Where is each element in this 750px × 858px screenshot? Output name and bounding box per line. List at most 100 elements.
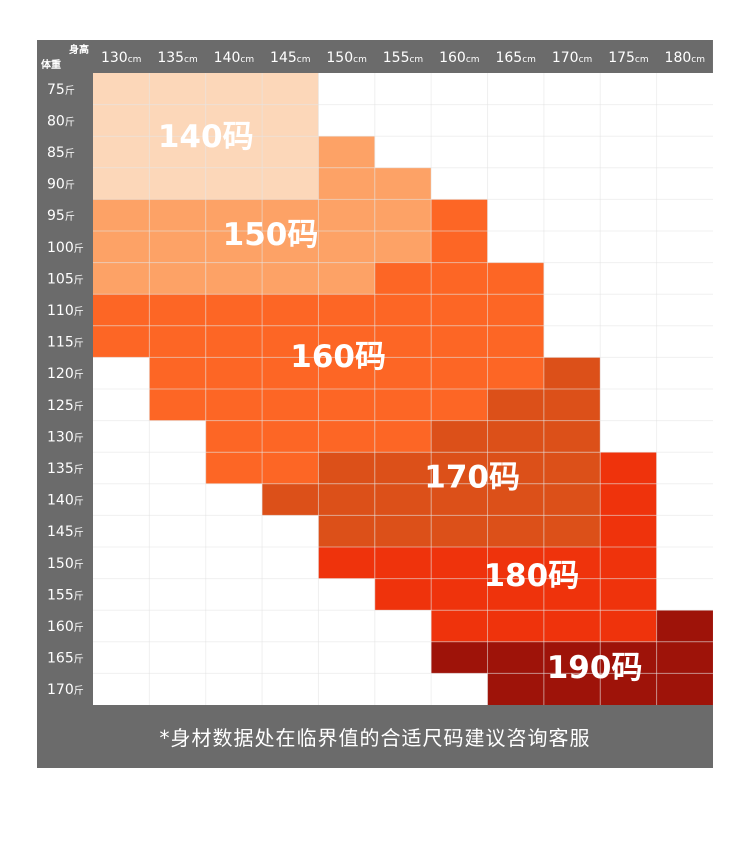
- size-region-label: 150码: [223, 217, 319, 253]
- empty-cell: [93, 357, 150, 389]
- empty-cell: [656, 136, 713, 168]
- row-tick-label: 145斤: [47, 524, 84, 540]
- empty-cell: [205, 673, 263, 705]
- size-cell: [205, 73, 263, 105]
- empty-cell: [374, 673, 432, 705]
- size-cell: [205, 452, 263, 484]
- size-cell: [262, 136, 319, 168]
- size-cell: [93, 325, 150, 358]
- size-cell: [487, 294, 544, 326]
- row-tick-label: 80斤: [47, 113, 75, 129]
- size-cell: [318, 483, 375, 516]
- size-cell: [487, 515, 544, 547]
- row-tick-label: 155斤: [47, 587, 84, 603]
- empty-cell: [262, 515, 319, 547]
- size-cell: [374, 547, 432, 579]
- size-cell: [431, 357, 488, 389]
- empty-cell: [149, 452, 206, 484]
- row-tick-label: 120斤: [47, 366, 84, 382]
- row-unit: 斤: [65, 180, 75, 192]
- empty-cell: [656, 199, 713, 231]
- size-cell: [543, 578, 601, 611]
- column-unit: cm: [409, 55, 423, 65]
- empty-cell: [93, 578, 150, 611]
- empty-cell: [262, 610, 319, 642]
- size-cell: [431, 199, 488, 231]
- size-cell: [149, 294, 206, 326]
- size-cell: [262, 389, 319, 421]
- empty-cell: [543, 167, 601, 200]
- size-cell: [487, 483, 544, 516]
- size-cell: [205, 420, 263, 453]
- empty-cell: [374, 73, 432, 105]
- size-cell: [600, 610, 657, 642]
- column-unit: cm: [297, 55, 311, 65]
- row-unit: 斤: [74, 274, 84, 286]
- size-cell: [431, 262, 488, 295]
- size-cell: [374, 357, 432, 389]
- empty-cell: [374, 136, 432, 168]
- empty-cell: [600, 420, 657, 453]
- empty-cell: [374, 610, 432, 642]
- size-cell: [600, 452, 657, 484]
- row-tick-label: 170斤: [47, 682, 84, 698]
- row-unit: 斤: [65, 148, 75, 160]
- size-cell: [431, 231, 488, 263]
- size-cell: [543, 610, 601, 642]
- size-region-label: 160码: [290, 339, 386, 375]
- empty-cell: [656, 578, 713, 611]
- empty-cell: [149, 641, 206, 674]
- size-cell: [93, 294, 150, 326]
- size-cell: [93, 167, 150, 200]
- size-cell: [487, 262, 544, 295]
- empty-cell: [600, 294, 657, 326]
- empty-cell: [487, 104, 544, 137]
- empty-cell: [149, 610, 206, 642]
- column-header-bar: [37, 40, 713, 73]
- size-cell: [656, 641, 713, 674]
- column-unit: cm: [128, 55, 142, 65]
- empty-cell: [600, 199, 657, 231]
- empty-cell: [149, 420, 206, 453]
- size-cell: [431, 641, 488, 674]
- size-cell: [149, 262, 206, 295]
- empty-cell: [93, 452, 150, 484]
- size-cell: [149, 231, 206, 263]
- size-cell: [93, 231, 150, 263]
- size-cell: [374, 483, 432, 516]
- size-cell: [262, 167, 319, 200]
- empty-cell: [205, 547, 263, 579]
- empty-cell: [374, 641, 432, 674]
- empty-cell: [543, 294, 601, 326]
- size-cell: [93, 199, 150, 231]
- empty-cell: [93, 547, 150, 579]
- size-cell: [431, 547, 488, 579]
- empty-cell: [93, 673, 150, 705]
- empty-cell: [93, 610, 150, 642]
- row-unit: 斤: [74, 685, 84, 697]
- size-cell: [149, 325, 206, 358]
- empty-cell: [543, 231, 601, 263]
- row-unit: 斤: [65, 85, 75, 97]
- size-cell: [543, 357, 601, 389]
- row-unit: 斤: [74, 496, 84, 508]
- size-cell: [205, 357, 263, 389]
- empty-cell: [656, 167, 713, 200]
- empty-cell: [656, 262, 713, 295]
- size-cell: [656, 673, 713, 705]
- empty-cell: [93, 420, 150, 453]
- size-cell: [318, 199, 375, 231]
- size-cell: [487, 673, 544, 705]
- size-cell: [600, 547, 657, 579]
- empty-cell: [656, 452, 713, 484]
- empty-cell: [318, 673, 375, 705]
- row-unit: 斤: [74, 306, 84, 318]
- row-tick-label: 105斤: [47, 271, 84, 287]
- empty-cell: [543, 136, 601, 168]
- size-cell: [374, 325, 432, 358]
- empty-cell: [262, 641, 319, 674]
- column-unit: cm: [522, 55, 536, 65]
- empty-cell: [600, 167, 657, 200]
- size-cell: [318, 389, 375, 421]
- row-unit: 斤: [74, 622, 84, 634]
